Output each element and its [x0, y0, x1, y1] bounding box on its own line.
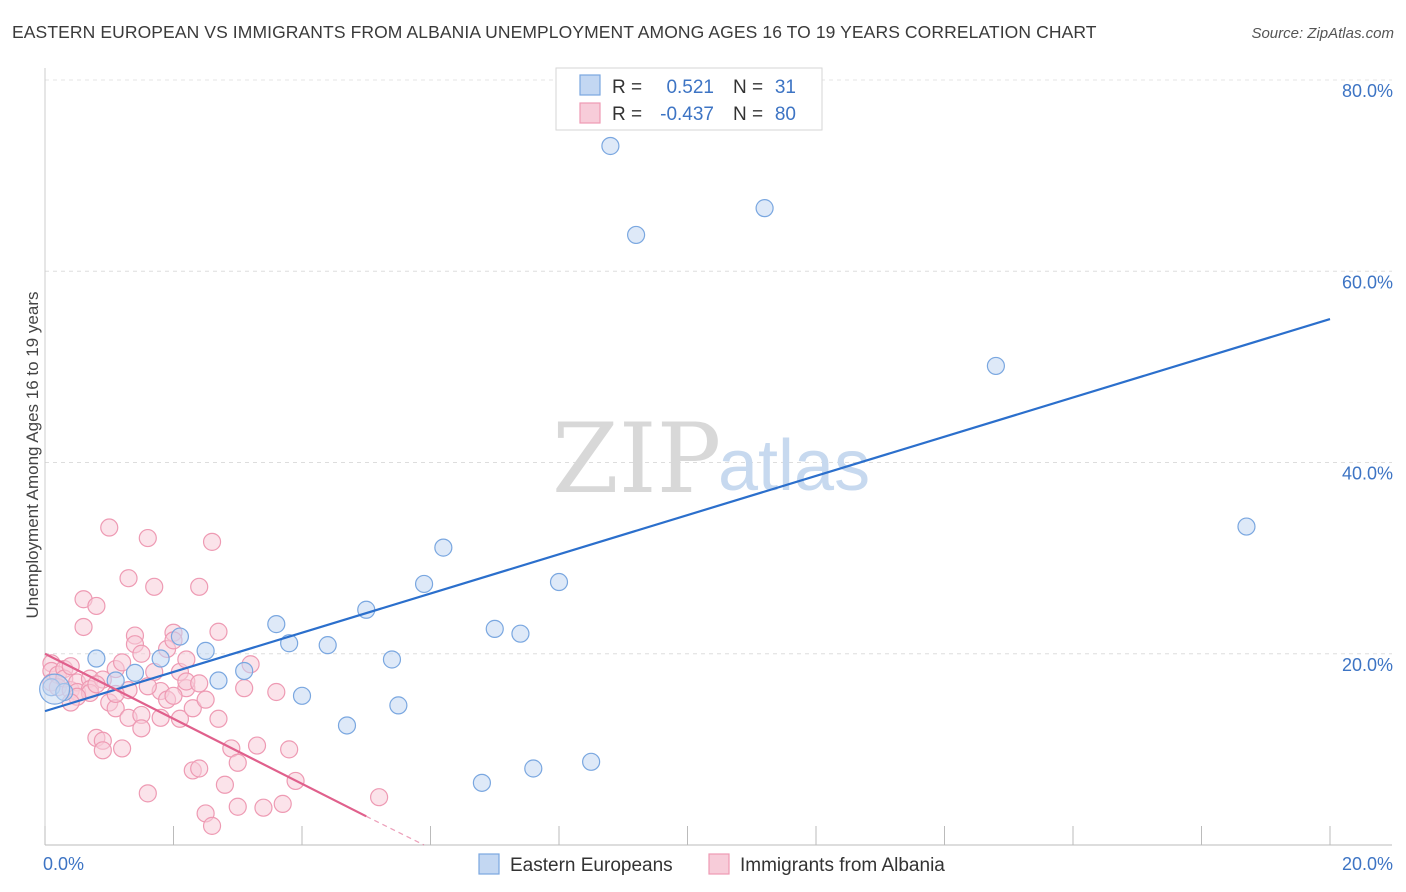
albania-point-79	[370, 788, 389, 807]
albania-point-55	[215, 775, 234, 794]
albania-point-64	[273, 794, 292, 813]
eastern-point-5	[151, 649, 170, 668]
albania-point-76	[87, 675, 106, 694]
eastern-point-8	[209, 671, 228, 690]
eastern-point-2	[87, 649, 106, 668]
legend-box: R = 0.521 N = 31 R = -0.437 N = 80	[555, 67, 823, 131]
source-label: Source: ZipAtlas.com	[1251, 25, 1394, 42]
eastern-point-19	[434, 538, 453, 557]
eastern-point-18	[414, 574, 434, 594]
axes	[44, 68, 1392, 846]
albania-point-45	[183, 699, 202, 718]
albania-point-54	[209, 709, 228, 728]
eastern-point-22	[511, 624, 530, 643]
x-tick-label-1: 20.0%	[1342, 854, 1393, 874]
albania-point-15	[87, 596, 106, 616]
legend-n-value-2: 80	[775, 104, 796, 125]
eastern-point-25	[582, 752, 601, 771]
y-tick-label-2: 60.0%	[1342, 272, 1393, 292]
eastern-point-17	[389, 696, 408, 715]
eastern-point-28	[755, 199, 774, 218]
trend-lines	[44, 318, 1331, 846]
albania-point-48	[190, 759, 209, 778]
bottom-legend-swatch-immigrants-from-albania	[708, 853, 730, 875]
y-tick-labels: 20.0% 40.0% 60.0% 80.0%	[1342, 81, 1393, 675]
bottom-legend-label-immigrants-from-albania: Immigrants from Albania	[740, 855, 945, 876]
bottom-legend-swatch-eastern-europeans	[478, 853, 500, 875]
eastern-point-26	[601, 136, 620, 156]
legend-r-value-2: -0.437	[660, 104, 714, 125]
y-tick-label-1: 40.0%	[1342, 464, 1393, 484]
albania-point-49	[196, 690, 215, 709]
albania-point-63	[267, 682, 286, 702]
eastern-point-4	[125, 663, 145, 682]
albania-point-52	[202, 532, 222, 551]
legend-n-value-1: 31	[775, 77, 796, 98]
trend-line-immigrants-from-albania	[44, 652, 367, 818]
trend-line-eastern-europeans	[44, 318, 1331, 713]
albania-point-61	[247, 736, 267, 755]
eastern-cluster-bubble	[39, 673, 71, 705]
eastern-point-24	[549, 572, 569, 592]
albania-point-24	[112, 653, 132, 672]
eastern-point-7	[196, 641, 215, 660]
y-tick-label-0: 20.0%	[1342, 655, 1393, 675]
eastern-point-10	[267, 615, 286, 634]
legend-r-label-1: R =	[612, 77, 642, 98]
x-tick-labels: 0.0% 20.0%	[43, 854, 1393, 874]
bottom-legend-label-eastern-europeans: Eastern Europeans	[510, 855, 673, 876]
x-tick-label-0: 0.0%	[43, 854, 84, 874]
albania-point-32	[138, 784, 157, 803]
eastern-point-14	[337, 716, 357, 735]
albania-point-19	[100, 518, 119, 537]
legend-n-label-1: N =	[733, 77, 763, 98]
legend-n-label-2: N =	[733, 104, 763, 125]
albania-point-65	[280, 740, 299, 759]
legend-r-label-2: R =	[612, 104, 642, 125]
legend-swatch-eastern-europeans	[579, 74, 601, 96]
y-tick-label-3: 80.0%	[1342, 81, 1393, 101]
albania-point-25	[119, 569, 138, 588]
watermark: ZIP atlas	[552, 403, 870, 515]
albania-point-23	[112, 739, 132, 758]
y-axis-label: Unemployment Among Ages 16 to 19 years	[23, 292, 42, 619]
eastern-point-30	[1237, 517, 1256, 536]
albania-point-53	[209, 622, 228, 641]
albania-point-78	[190, 674, 209, 693]
albania-point-30	[132, 719, 151, 738]
albania-point-62	[254, 798, 273, 817]
eastern-point-21	[485, 619, 504, 638]
watermark-zip: ZIP	[552, 403, 721, 515]
eastern-point-20	[472, 773, 491, 792]
albania-point-71	[132, 644, 151, 663]
grid	[45, 79, 1392, 655]
albania-point-58	[228, 753, 247, 772]
trend-line-albania-extension	[365, 815, 425, 846]
albania-point-57	[228, 797, 247, 816]
bottom-legend: Eastern Europeans Immigrants from Albani…	[478, 853, 945, 876]
albania-point-31	[138, 528, 157, 548]
albania-point-51	[202, 816, 222, 835]
eastern-point-6	[170, 627, 190, 646]
albania-point-12	[74, 617, 93, 637]
albania-point-72	[164, 686, 183, 705]
eastern-point-29	[986, 356, 1006, 376]
chart-title: EASTERN EUROPEAN VS IMMIGRANTS FROM ALBA…	[12, 22, 1097, 42]
albania-point-47	[190, 577, 209, 596]
eastern-point-13	[318, 636, 337, 655]
eastern-point-12	[292, 686, 312, 705]
eastern-point-16	[382, 650, 402, 669]
albania-point-33	[145, 577, 164, 596]
albania-point-59	[235, 679, 254, 698]
legend-swatch-immigrants-from-albania	[579, 102, 601, 124]
eastern-point-27	[626, 225, 646, 245]
eastern-point-9	[235, 661, 254, 681]
albania-point-18	[93, 741, 112, 760]
legend-r-value-1: 0.521	[666, 77, 714, 98]
eastern-point-23	[524, 759, 543, 778]
